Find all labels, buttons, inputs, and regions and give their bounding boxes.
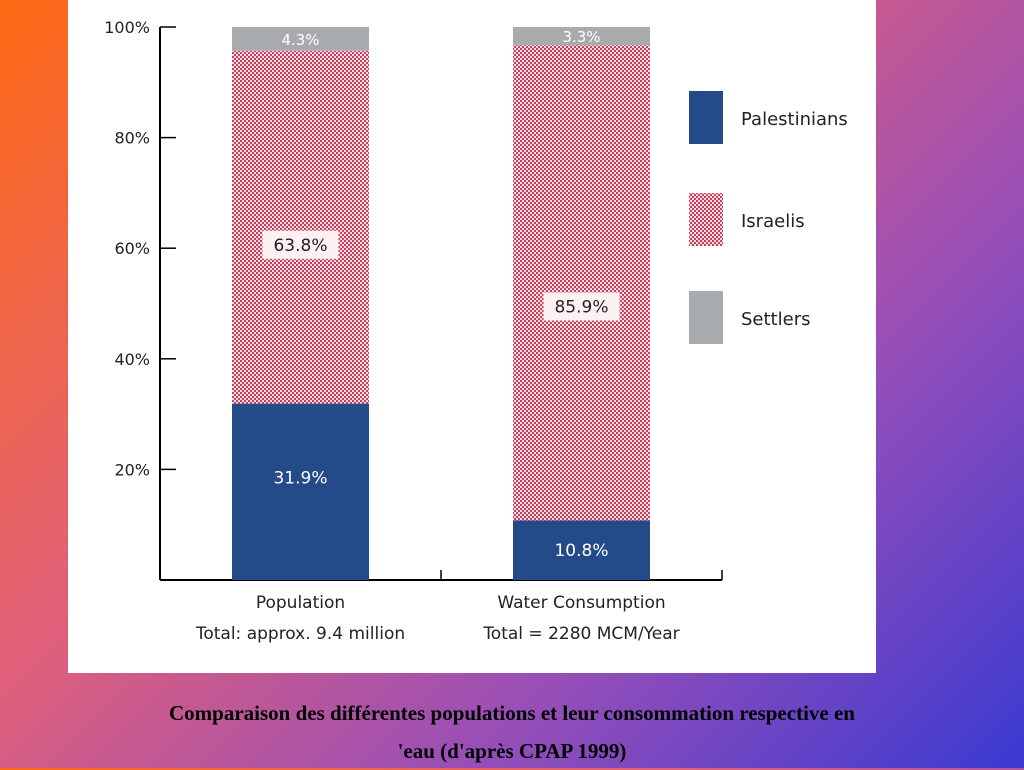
data-label-water-consumption-israelis: 85.9%: [554, 298, 608, 318]
bar-population-palestinians: [232, 403, 369, 580]
y-tick-label-100: 100%: [104, 18, 150, 37]
bar-water-consumption-israelis: [513, 45, 650, 521]
data-label-population-settlers: 4.3%: [281, 31, 319, 49]
legend-label-settlers: Settlers: [741, 309, 810, 330]
y-tick-label-40: 40%: [114, 350, 150, 369]
bar-water-consumption-palestinians: [513, 520, 650, 580]
data-label-bg-water-consumption-israelis: [543, 292, 620, 321]
legend: Palestinians Israelis Settlers: [689, 91, 848, 344]
bar-population-settlers: [232, 27, 369, 51]
axes: 20% 40% 60% 80% 100% Population Total: approx.…: [104, 18, 723, 644]
legend-swatch-settlers: [689, 291, 723, 344]
data-label-water-consumption-settlers: 3.3%: [562, 28, 600, 46]
bars: [232, 27, 650, 580]
slide-caption: Comparaison des différentes populations …: [60, 694, 964, 770]
bar-water-consumption-settlers: [513, 27, 650, 46]
bar-population-israelis: [232, 50, 369, 404]
legend-label-palestinians: Palestinians: [741, 109, 848, 130]
y-tick-label-60: 60%: [114, 239, 150, 258]
data-label-population-palestinians: 31.9%: [273, 469, 327, 489]
category-label-population: Population: [256, 593, 345, 613]
y-tick-label-20: 20%: [114, 460, 150, 479]
data-labels: 31.9% 63.8% 4.3% 10.8% 85.9% 3.3%: [262, 28, 620, 561]
legend-swatch-palestinians: [689, 91, 723, 144]
legend-swatch-israelis: [689, 193, 723, 246]
data-label-population-israelis: 63.8%: [273, 236, 327, 256]
caption-line-2: 'eau (d'après CPAP 1999): [397, 739, 627, 763]
category-subtitle-water-consumption: Total = 2280 MCM/Year: [482, 624, 679, 644]
category-label-water-consumption: Water Consumption: [497, 593, 665, 613]
legend-label-israelis: Israelis: [741, 211, 805, 232]
data-label-bg-population-israelis: [262, 230, 339, 259]
chart-panel: 20% 40% 60% 80% 100% Population Total: approx.…: [68, 0, 876, 673]
stacked-bar-chart: 20% 40% 60% 80% 100% Population Total: approx.…: [104, 18, 848, 644]
caption-line-1: Comparaison des différentes populations …: [169, 701, 855, 725]
category-subtitle-population: Total: approx. 9.4 million: [195, 624, 405, 644]
y-tick-label-80: 80%: [114, 129, 150, 148]
data-label-water-consumption-palestinians: 10.8%: [554, 541, 608, 561]
